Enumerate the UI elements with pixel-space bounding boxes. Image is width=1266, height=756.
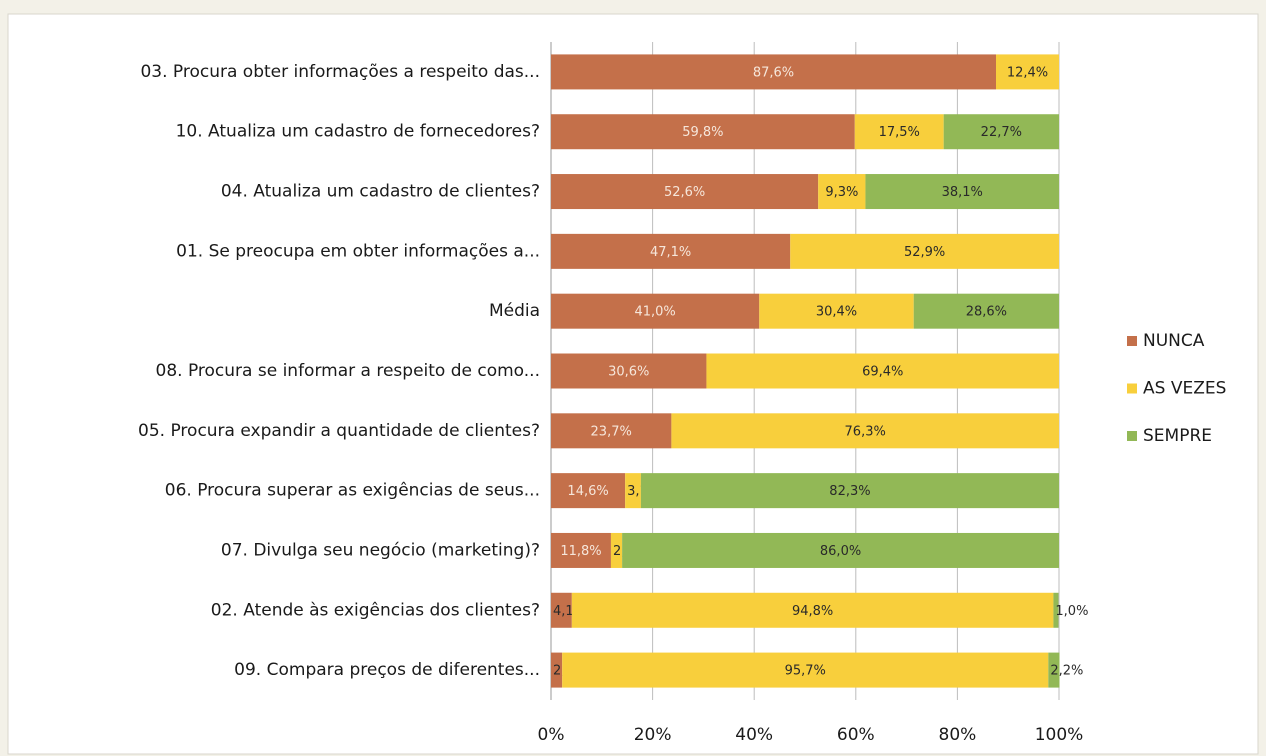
data-label: 59,8% xyxy=(682,125,723,140)
legend-swatch xyxy=(1127,336,1137,346)
y-tick-label: 02. Atende às exigências dos clientes? xyxy=(211,600,540,620)
bar-segment xyxy=(551,413,672,449)
bar-segment xyxy=(551,114,855,150)
data-label: 38,1% xyxy=(942,185,983,200)
data-label: 41,0% xyxy=(634,305,675,320)
data-label: 12,4% xyxy=(1007,65,1048,80)
legend-swatch xyxy=(1127,431,1137,441)
bar-segment xyxy=(865,174,1059,210)
data-label: 22,7% xyxy=(981,125,1022,140)
y-tick-label: 08. Procura se informar a respeito de co… xyxy=(156,361,540,381)
data-label: 69,4% xyxy=(862,365,903,380)
bar-segment xyxy=(854,114,944,150)
legend-label: AS VEZES xyxy=(1143,379,1226,399)
data-label: 2,2% xyxy=(1050,664,1083,679)
data-label: 9,3% xyxy=(825,185,858,200)
y-tick-label: 04. Atualiza um cadastro de clientes? xyxy=(221,182,540,202)
x-tick-label: 80% xyxy=(939,725,977,745)
data-label: 30,4% xyxy=(816,305,857,320)
bar-segment xyxy=(571,592,1054,628)
legend-label: SEMPRE xyxy=(1143,426,1212,446)
bar-segment xyxy=(551,293,760,329)
bar-segment xyxy=(640,473,1059,509)
legend-swatch xyxy=(1127,383,1137,394)
bar-segment xyxy=(622,532,1059,568)
y-tick-label: Média xyxy=(489,301,540,321)
data-label: 23,7% xyxy=(591,424,632,439)
y-tick-label: 10. Atualiza um cadastro de fornecedores… xyxy=(176,122,540,142)
x-tick-label: 100% xyxy=(1035,725,1084,745)
bar-segment xyxy=(706,353,1059,389)
y-tick-label: 05. Procura expandir a quantidade de cli… xyxy=(138,421,540,441)
bar-segment xyxy=(943,114,1059,150)
bar-segment xyxy=(790,233,1059,269)
data-label: 87,6% xyxy=(753,65,794,80)
bar-segment xyxy=(1048,652,1060,688)
y-tick-label: 07. Divulga seu negócio (marketing)? xyxy=(221,540,540,560)
data-label: 52,9% xyxy=(904,245,945,260)
data-label: 17,5% xyxy=(879,125,920,140)
data-label: 1,0% xyxy=(1055,604,1088,619)
legend-label: NUNCA xyxy=(1143,331,1205,351)
data-label: 28,6% xyxy=(966,305,1007,320)
data-label: 82,3% xyxy=(829,484,870,499)
y-tick-label: 06. Procura superar as exigências de seu… xyxy=(165,481,540,501)
bar-segment xyxy=(551,353,707,389)
y-tick-label: 09. Compara preços de diferentes... xyxy=(234,660,540,680)
data-label: 95,7% xyxy=(785,664,826,679)
data-label: 86,0% xyxy=(820,544,861,559)
bar-segment xyxy=(562,652,1049,688)
bar-segment xyxy=(671,413,1059,449)
bar-segment xyxy=(551,174,819,210)
bar-segment xyxy=(551,592,572,628)
data-label: 47,1% xyxy=(650,245,691,260)
data-label: 94,8% xyxy=(792,604,833,619)
data-label: 76,3% xyxy=(845,424,886,439)
bar-segment xyxy=(551,532,611,568)
y-tick-label: 01. Se preocupa em obter informações a..… xyxy=(176,241,540,261)
bar-segment xyxy=(818,174,866,210)
bar-segment xyxy=(759,293,914,329)
x-tick-label: 40% xyxy=(735,725,773,745)
bar-segment xyxy=(610,532,623,568)
data-label: 14,6% xyxy=(567,484,608,499)
bar-segment xyxy=(551,473,626,509)
bar-segment xyxy=(1053,592,1059,628)
bar-segment xyxy=(913,293,1059,329)
bar-segment xyxy=(551,54,997,90)
data-label: 11,8% xyxy=(560,544,601,559)
data-label: 52,6% xyxy=(664,185,705,200)
bar-segment xyxy=(996,54,1059,90)
bar-segment xyxy=(551,233,791,269)
bar-segment xyxy=(551,652,563,688)
y-tick-label: 03. Procura obter informações a respeito… xyxy=(140,62,540,82)
x-tick-label: 20% xyxy=(634,725,672,745)
x-tick-label: 60% xyxy=(837,725,875,745)
bar-segment xyxy=(625,473,641,509)
data-label: 30,6% xyxy=(608,365,649,380)
x-tick-label: 0% xyxy=(538,725,565,745)
